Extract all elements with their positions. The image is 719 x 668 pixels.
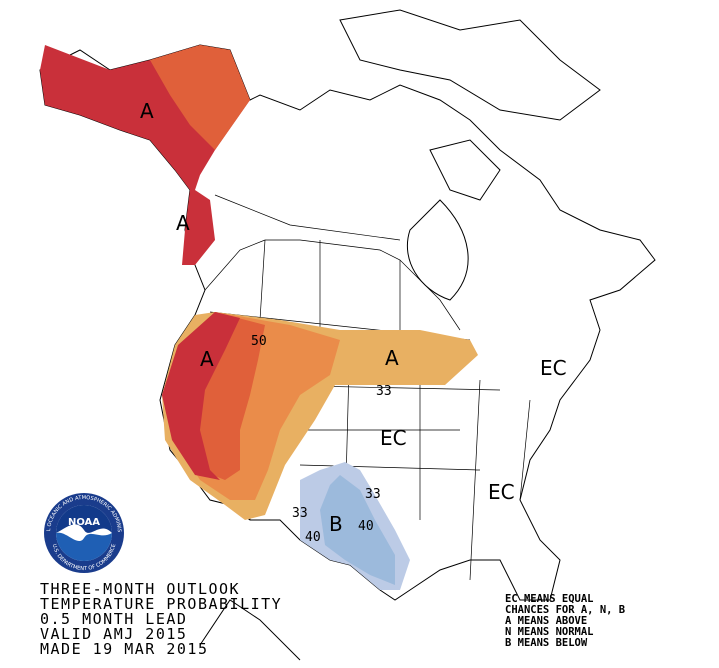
contour-label: 40: [358, 519, 374, 534]
legend-line: N MEANS NORMAL: [505, 626, 594, 638]
title-line: TEMPERATURE PROBABILITY: [40, 595, 282, 613]
contour-label: 33: [292, 506, 308, 521]
title-block: THREE-MONTH OUTLOOK TEMPERATURE PROBABIL…: [40, 580, 282, 658]
title-line: VALID AMJ 2015: [40, 625, 187, 643]
title-line: 0.5 MONTH LEAD: [40, 610, 187, 628]
contour-labels: 50 33 33 33 40 40: [251, 334, 392, 545]
contour-label: 50: [251, 334, 267, 349]
contour-label: 33: [376, 384, 392, 399]
below-40: [320, 475, 395, 585]
below-normal-areas: [300, 462, 410, 590]
legend: EC MEANS EQUAL CHANCES FOR A, N, B A MEA…: [505, 593, 625, 649]
map-label: A: [200, 347, 214, 371]
map-label: A: [140, 99, 154, 123]
title-line: THREE-MONTH OUTLOOK: [40, 580, 240, 598]
map-label: EC: [540, 356, 567, 380]
logo-name: NOAA: [68, 517, 100, 528]
above-60: [162, 312, 240, 480]
legend-line: B MEANS BELOW: [505, 637, 588, 649]
map-labels: A A A A EC EC EC B: [140, 99, 567, 536]
legend-line: CHANCES FOR A, N, B: [505, 604, 625, 616]
title-line: MADE 19 MAR 2015: [40, 640, 209, 658]
map-label: A: [176, 211, 190, 235]
map-label: EC: [488, 480, 515, 504]
map-label: A: [385, 346, 399, 370]
map-label: B: [329, 512, 343, 536]
above-alaska-orange: [150, 45, 250, 150]
legend-line: A MEANS ABOVE: [505, 615, 587, 627]
map-label: EC: [380, 426, 407, 450]
above-normal-areas: [40, 45, 478, 520]
contour-label: 33: [365, 487, 381, 502]
legend-line: EC MEANS EQUAL: [505, 593, 594, 605]
contour-label: 40: [305, 530, 321, 545]
